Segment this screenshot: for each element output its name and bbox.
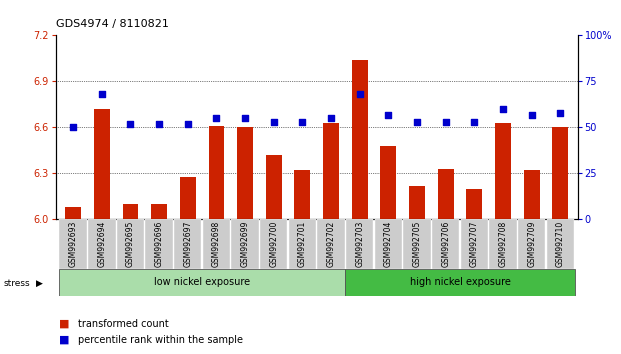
FancyBboxPatch shape (432, 219, 460, 269)
Text: GSM992702: GSM992702 (327, 221, 335, 267)
Point (555, 110, 565, 115)
Point (68, 125, 78, 130)
Point (125, 121, 135, 127)
FancyBboxPatch shape (260, 219, 288, 269)
Bar (65, 207, 81, 219)
Point (269, 119, 279, 125)
Bar (294, 170, 310, 219)
Text: GSM992704: GSM992704 (384, 221, 393, 267)
Text: GSM992700: GSM992700 (270, 221, 278, 267)
Text: GSM992708: GSM992708 (499, 221, 507, 267)
Text: GSM992694: GSM992694 (97, 221, 106, 267)
Text: GSM992705: GSM992705 (412, 221, 422, 267)
Bar (495, 123, 511, 219)
Point (326, 115, 336, 121)
FancyBboxPatch shape (231, 219, 259, 269)
Bar (122, 204, 138, 219)
Text: GSM992695: GSM992695 (126, 221, 135, 267)
Text: GSM992693: GSM992693 (68, 221, 78, 267)
FancyBboxPatch shape (374, 219, 402, 269)
Text: GSM992709: GSM992709 (527, 221, 536, 267)
FancyBboxPatch shape (145, 219, 173, 269)
FancyBboxPatch shape (202, 219, 230, 269)
Bar (180, 177, 196, 219)
Text: GSM992696: GSM992696 (155, 221, 163, 267)
Bar (94, 109, 110, 219)
FancyBboxPatch shape (403, 219, 431, 269)
Text: transformed count: transformed count (78, 319, 168, 329)
Text: GSM992697: GSM992697 (183, 221, 193, 267)
Point (527, 112, 537, 118)
Point (441, 119, 451, 125)
Text: ▶: ▶ (36, 279, 43, 288)
Text: percentile rank within the sample: percentile rank within the sample (78, 335, 243, 345)
FancyBboxPatch shape (174, 219, 201, 269)
Text: ■: ■ (59, 319, 70, 329)
FancyBboxPatch shape (117, 219, 144, 269)
FancyBboxPatch shape (317, 219, 345, 269)
Text: GSM992701: GSM992701 (298, 221, 307, 267)
FancyBboxPatch shape (289, 219, 316, 269)
Bar (323, 123, 339, 219)
Point (498, 106, 508, 112)
Text: GSM992707: GSM992707 (470, 221, 479, 267)
Text: high nickel exposure: high nickel exposure (410, 277, 510, 287)
Text: GSM992699: GSM992699 (240, 221, 250, 267)
Point (297, 119, 307, 125)
FancyBboxPatch shape (88, 219, 116, 269)
Point (240, 115, 250, 121)
Bar (151, 204, 167, 219)
Text: GSM992698: GSM992698 (212, 221, 221, 267)
FancyBboxPatch shape (59, 269, 345, 296)
Point (154, 121, 164, 127)
Bar (466, 189, 483, 219)
FancyBboxPatch shape (461, 219, 488, 269)
Point (383, 112, 393, 118)
Bar (352, 60, 368, 219)
Bar (553, 127, 568, 219)
Bar (381, 146, 396, 219)
Bar (237, 127, 253, 219)
Bar (266, 155, 281, 219)
Text: ■: ■ (59, 335, 70, 345)
FancyBboxPatch shape (60, 219, 87, 269)
FancyBboxPatch shape (518, 219, 545, 269)
Point (355, 91, 365, 97)
Text: GSM992710: GSM992710 (556, 221, 565, 267)
Text: low nickel exposure: low nickel exposure (154, 277, 250, 287)
Point (412, 119, 422, 125)
FancyBboxPatch shape (346, 219, 373, 269)
Point (183, 121, 193, 127)
Text: GDS4974 / 8110821: GDS4974 / 8110821 (56, 18, 169, 29)
Point (469, 119, 479, 125)
Point (97, 91, 107, 97)
FancyBboxPatch shape (546, 219, 574, 269)
FancyBboxPatch shape (489, 219, 517, 269)
Bar (438, 169, 453, 219)
Text: stress: stress (3, 279, 30, 288)
Bar (209, 126, 224, 219)
Bar (524, 170, 540, 219)
Bar (409, 186, 425, 219)
FancyBboxPatch shape (345, 269, 574, 296)
Text: GSM992703: GSM992703 (355, 221, 364, 267)
Text: GSM992706: GSM992706 (441, 221, 450, 267)
Point (211, 115, 221, 121)
